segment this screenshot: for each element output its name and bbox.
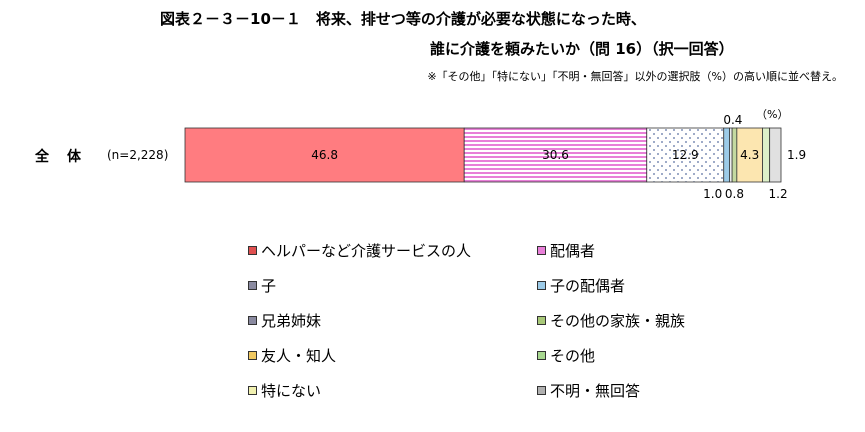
data-label-1: 30.6 <box>542 148 569 162</box>
legend-swatch-5 <box>537 316 546 325</box>
legend-swatch-9 <box>537 386 546 395</box>
legend-swatch-6 <box>248 351 257 360</box>
chart-title-line2: 誰に介護を頼みたいか（問 16）（択一回答） <box>430 40 734 58</box>
legend-item-9: 不明・無回答 <box>537 380 640 401</box>
legend-item-7: その他 <box>537 345 595 366</box>
bar-segment-9 <box>769 127 782 183</box>
legend-item-8: 特にない <box>248 380 321 401</box>
legend-item-1: 配偶者 <box>537 240 595 261</box>
legend-item-0: ヘルパーなど介護サービスの人 <box>248 240 471 261</box>
legend-label-7: その他 <box>550 347 596 365</box>
bar-segment-6 <box>736 127 763 183</box>
legend-swatch-4 <box>248 316 257 325</box>
data-label-4: 0.4 <box>723 113 742 127</box>
data-label-3: 1.0 <box>703 187 722 201</box>
chart-note: ※「その他」「特にない」「不明・無回答」以外の選択肢（%）の高い順に並べ替え。 <box>427 70 843 83</box>
row-label: 全体 <box>35 149 99 165</box>
legend-label-4: 兄弟姉妹 <box>261 312 322 330</box>
legend-label-5: その他の家族・親族 <box>550 312 686 330</box>
legend-swatch-3 <box>537 281 546 290</box>
legend-item-2: 子 <box>248 275 276 296</box>
bar-segment-5 <box>731 127 738 183</box>
legend-label-1: 配偶者 <box>550 242 596 260</box>
data-label-0: 46.8 <box>311 148 338 162</box>
unit-label: （%） <box>756 108 789 121</box>
legend-item-4: 兄弟姉妹 <box>248 310 321 331</box>
data-label-2: 12.9 <box>672 148 699 162</box>
legend-label-8: 特にない <box>261 382 322 400</box>
data-label-9: 1.9 <box>787 148 806 162</box>
legend-item-5: その他の家族・親族 <box>537 310 685 331</box>
sample-size-label: (n=2,228) <box>107 148 169 162</box>
data-label-5: 0.8 <box>725 187 744 201</box>
chart-title-line1: 図表２－３－10－１ 将来、排せつ等の介護が必要な状態になった時、 <box>160 10 646 28</box>
legend-label-2: 子 <box>261 277 277 295</box>
legend-swatch-8 <box>248 386 257 395</box>
data-label-6: 4.3 <box>740 148 759 162</box>
legend-swatch-0 <box>248 246 257 255</box>
legend-label-6: 友人・知人 <box>261 347 337 365</box>
legend-swatch-2 <box>248 281 257 290</box>
legend-label-9: 不明・無回答 <box>550 382 641 400</box>
bar-segment-2 <box>646 127 725 183</box>
legend-label-3: 子の配偶者 <box>550 277 626 295</box>
data-label-7: 1.2 <box>769 187 788 201</box>
legend-swatch-1 <box>537 246 546 255</box>
bar-segment-3 <box>723 127 731 183</box>
bar-segment-7 <box>762 127 771 183</box>
legend-item-3: 子の配偶者 <box>537 275 625 296</box>
legend-swatch-7 <box>537 351 546 360</box>
legend-label-0: ヘルパーなど介護サービスの人 <box>261 242 472 260</box>
legend-item-6: 友人・知人 <box>248 345 336 366</box>
bar-segment-1 <box>463 127 648 183</box>
